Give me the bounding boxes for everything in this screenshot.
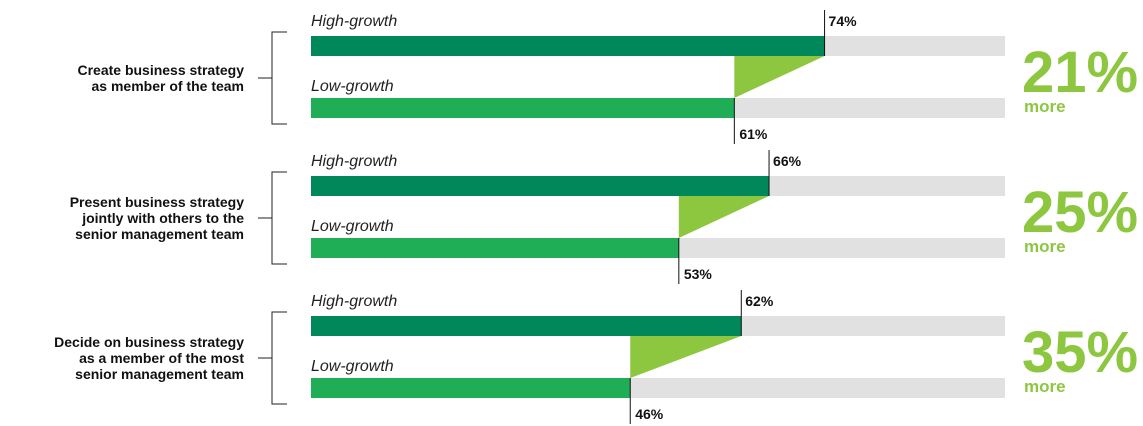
difference-wedge xyxy=(630,336,742,378)
category-label: senior management team xyxy=(75,366,244,382)
series-label-low: Low-growth xyxy=(311,218,394,235)
low-value-label: 53% xyxy=(684,266,713,282)
low-value-label: 46% xyxy=(635,406,664,422)
difference-word: more xyxy=(1024,237,1066,256)
bar-low-growth xyxy=(311,378,631,398)
bar-low-growth xyxy=(311,238,679,258)
high-value-label: 62% xyxy=(745,293,774,309)
bar-high-growth xyxy=(311,316,742,336)
bar-high-growth xyxy=(311,36,825,56)
high-value-label: 74% xyxy=(829,13,858,29)
bar-high-growth xyxy=(311,176,770,196)
difference-word: more xyxy=(1024,377,1066,396)
series-label-high: High-growth xyxy=(311,13,397,30)
difference-percent: 21% xyxy=(1022,40,1138,105)
category-label: Create business strategy xyxy=(77,62,244,78)
category-label: Decide on business strategy xyxy=(54,334,244,350)
category-label: as a member of the most xyxy=(79,350,244,366)
series-label-high: High-growth xyxy=(311,153,397,170)
group-bracket xyxy=(258,311,287,405)
bar-low-growth xyxy=(311,98,735,118)
category-label: as member of the team xyxy=(92,78,245,94)
difference-wedge xyxy=(734,56,825,98)
high-value-label: 66% xyxy=(773,153,802,169)
difference-word: more xyxy=(1024,97,1066,116)
category-label: Present business strategy xyxy=(70,194,245,210)
low-value-label: 61% xyxy=(739,126,768,142)
series-label-low: Low-growth xyxy=(311,78,394,95)
series-label-low: Low-growth xyxy=(311,358,394,375)
group-bracket xyxy=(258,31,287,125)
category-label: senior management team xyxy=(75,226,244,242)
difference-wedge xyxy=(678,196,770,238)
group-bracket xyxy=(258,171,287,265)
category-label: jointly with others to the xyxy=(81,210,244,226)
series-label-high: High-growth xyxy=(311,293,397,310)
difference-percent: 35% xyxy=(1022,320,1138,385)
difference-percent: 25% xyxy=(1022,180,1138,245)
